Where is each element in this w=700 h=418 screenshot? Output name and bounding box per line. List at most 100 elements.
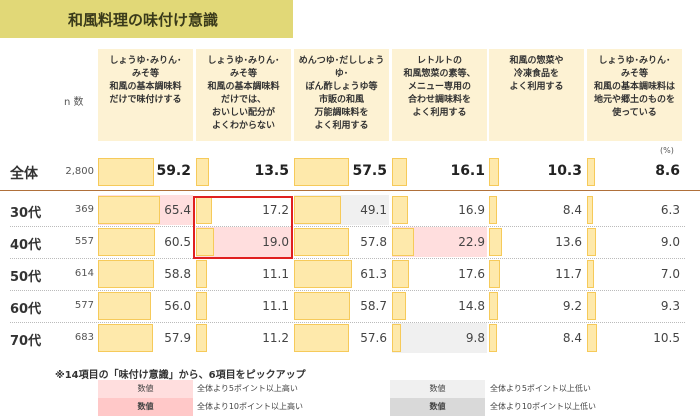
data-cell: 11.1 [196,291,291,321]
data-cell: 6.3 [587,195,682,225]
legend-text: 全体より5ポイント以上高い [197,384,298,393]
data-cell: 7.0 [587,259,682,289]
bar [294,260,353,288]
value-label: 65.4 [164,203,191,217]
value-label: 6.3 [660,203,680,217]
data-cell: 11.1 [196,259,291,289]
bar [587,260,594,288]
bar [98,260,154,288]
bar [294,228,349,256]
value-label: 57.5 [352,163,387,179]
bar [196,292,207,320]
row-label: 40代 [10,238,42,253]
value-label: 13.6 [555,235,582,249]
bar [587,196,593,224]
data-cell: 14.8 [392,291,487,321]
row-separator [10,322,685,323]
data-cell: 65.4 [98,195,193,225]
column-header: めんつゆ･だししょうゆ･ ぽん酢しょうゆ等 市販の和風 万能調味料を よく利用す… [294,49,389,141]
bar [98,158,155,186]
bar [294,158,349,186]
data-cell: 13.5 [196,157,291,187]
table-row: 70代 683 57.9 11.2 57.6 9.8 8.4 10.5 [0,323,700,353]
highlight-box [193,196,293,259]
n-count: 369 [74,204,94,215]
bar [587,324,597,352]
legend-swatch: 数値 [98,398,193,416]
legend-text: 全体より5ポイント以上低い [490,384,591,393]
bar [294,196,341,224]
value-label: 61.3 [360,267,387,281]
row-label: 70代 [10,334,42,349]
value-label: 19.0 [262,235,289,249]
value-label: 8.4 [562,203,582,217]
data-cell: 58.8 [98,259,193,289]
value-label: 60.5 [164,235,191,249]
bar [587,292,596,320]
value-label: 8.4 [562,331,582,345]
data-cell: 60.5 [98,227,193,257]
legend-text: 全体より10ポイント以上低い [490,402,597,411]
bar [196,260,207,288]
bar [489,158,499,186]
unit-label: (%) [660,146,674,155]
data-cell: 17.2 [196,195,291,225]
bar [587,228,596,256]
data-cell: 8.6 [587,157,682,187]
data-cell: 10.5 [587,323,682,353]
table-row: 60代 577 56.0 11.1 58.7 14.8 9.2 9.3 [0,291,700,321]
data-cell: 19.0 [196,227,291,257]
value-label: 13.5 [254,163,289,179]
legend-text: 全体より10ポイント以上高い [197,402,304,411]
note: ※14項目の「味付け意識」から、6項目をピックアップ [55,370,306,381]
bar [196,324,207,352]
row-separator [10,290,685,291]
bar [392,292,407,320]
data-cell: 8.4 [489,195,584,225]
legend-swatch: 数値 [390,380,485,398]
table-row-total: 全体 2,800 59.2 13.5 57.5 16.1 10.3 8.6 [0,157,700,187]
data-cell: 58.7 [294,291,389,321]
data-cell: 9.2 [489,291,584,321]
bar [294,324,349,352]
value-label: 58.8 [164,267,191,281]
row-separator [10,258,685,259]
data-cell: 9.0 [587,227,682,257]
data-cell: 56.0 [98,291,193,321]
column-header: しょうゆ･みりん･ みそ等 和風の基本調味料は 地元や郷土のものを 使っている [587,49,682,141]
data-cell: 11.2 [196,323,291,353]
row-separator [10,226,685,227]
value-label: 9.8 [465,331,485,345]
data-cell: 22.9 [392,227,487,257]
column-header: しょうゆ･みりん･ みそ等 和風の基本調味料 だけで味付けする [98,49,193,141]
bar [587,158,596,186]
data-cell: 10.3 [489,157,584,187]
bar [489,228,502,256]
value-label: 57.8 [360,235,387,249]
value-label: 7.0 [660,267,680,281]
bar [98,324,153,352]
data-cell: 13.6 [489,227,584,257]
value-label: 22.9 [458,235,485,249]
value-label: 10.5 [653,331,680,345]
data-cell: 59.2 [98,157,193,187]
value-label: 11.1 [262,299,289,313]
data-cell: 11.7 [489,259,584,289]
data-cell: 17.6 [392,259,487,289]
bar [196,158,209,186]
value-label: 9.0 [660,235,680,249]
value-label: 49.1 [360,203,387,217]
n-count: 577 [74,300,94,311]
data-cell: 9.8 [392,323,487,353]
n-count: 614 [74,268,94,279]
value-label: 9.2 [562,299,582,313]
value-label: 16.1 [450,163,485,179]
chart-title: 和風料理の味付け意識 [68,11,219,29]
value-label: 57.6 [360,331,387,345]
value-label: 14.8 [458,299,485,313]
column-header: しょうゆ･みりん･ みそ等 和風の基本調味料 だけでは、 おいしい配分が よくわ… [196,49,291,141]
bar [392,324,402,352]
data-cell: 9.3 [587,291,682,321]
value-label: 56.0 [164,299,191,313]
value-label: 8.6 [655,163,680,179]
